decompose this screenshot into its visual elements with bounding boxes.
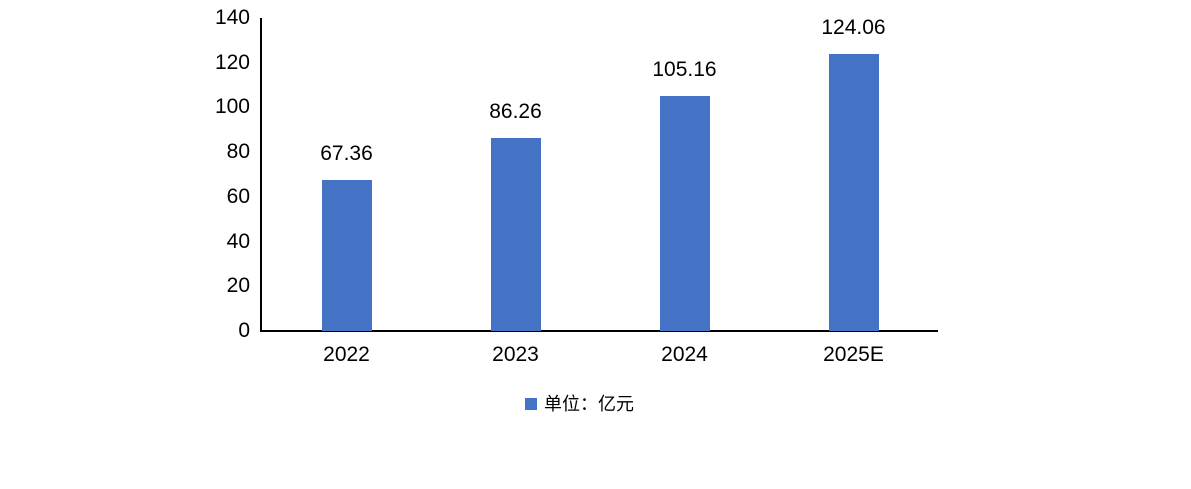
bar-2025E [828, 53, 879, 331]
y-axis-tick-label: 20 [226, 274, 250, 298]
bar-data-label: 86.26 [489, 100, 542, 124]
bar-2024 [659, 95, 710, 331]
bar-2022 [321, 180, 372, 331]
chart-legend: 单位：亿元 [525, 394, 634, 414]
x-axis-tick-label: 2025E [823, 343, 884, 366]
y-axis-tick-label: 40 [226, 229, 250, 253]
x-axis-line [260, 330, 938, 332]
x-axis-tick-label: 2023 [492, 343, 539, 366]
y-axis-tick-label: 60 [226, 184, 250, 208]
y-axis-tick-label: 140 [214, 6, 250, 29]
y-axis-line [260, 18, 262, 332]
y-axis-tick-label: 0 [238, 319, 250, 342]
legend-square-marker [525, 398, 537, 410]
bar-data-label: 124.06 [821, 15, 886, 39]
bar-data-label: 105.16 [652, 57, 717, 81]
x-axis-tick-label: 2022 [323, 343, 370, 366]
bar-2023 [490, 138, 541, 331]
y-axis-tick-label: 100 [214, 95, 250, 119]
y-axis-tick-label: 80 [226, 140, 250, 164]
y-axis-tick-label: 120 [214, 50, 250, 74]
x-axis-tick-label: 2024 [661, 343, 708, 366]
legend-label: 单位：亿元 [544, 394, 634, 414]
bar-data-label: 67.36 [320, 142, 373, 166]
